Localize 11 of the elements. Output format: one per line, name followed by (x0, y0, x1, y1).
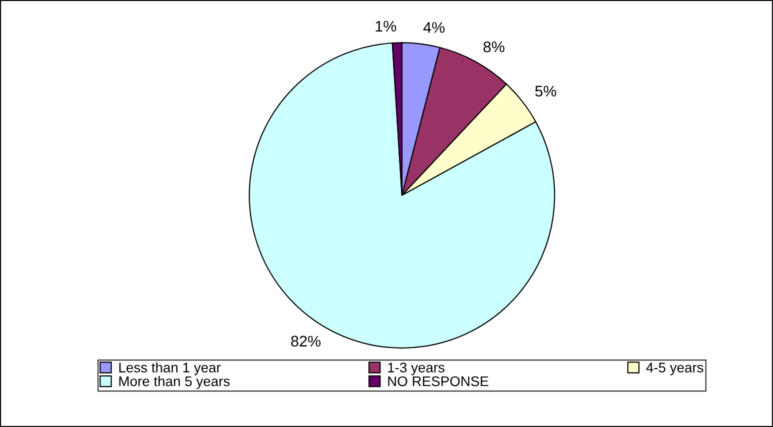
legend-label: NO RESPONSE (388, 376, 488, 386)
data-label: 82% (291, 336, 321, 347)
pie-slice (248, 42, 556, 349)
legend-label: More than 5 years (119, 376, 230, 389)
data-label: 8% (484, 41, 504, 52)
legend-label: 4-5 years (646, 362, 704, 376)
data-label: 5% (535, 86, 556, 97)
legend-label: Less than 1 year (119, 362, 221, 376)
legend-label: 1-3 years (388, 362, 444, 376)
data-label: 1% (376, 20, 396, 32)
data-label: 4% (423, 22, 445, 33)
